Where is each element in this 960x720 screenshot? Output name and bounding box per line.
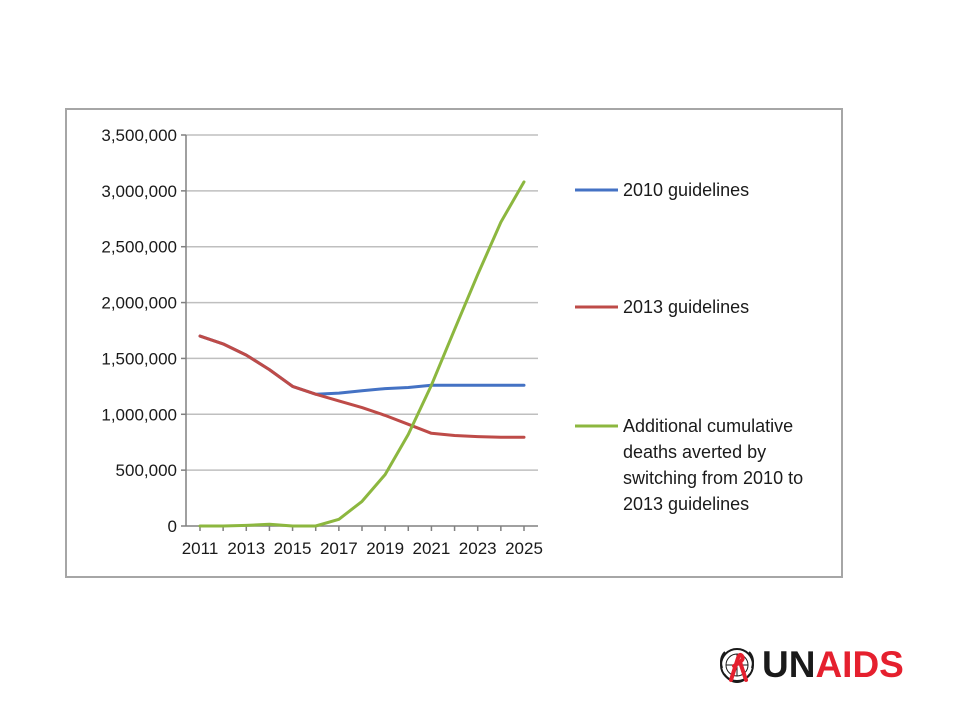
x-tick-label: 2019 — [366, 539, 404, 558]
gridlines — [186, 134, 538, 471]
series-line-1 — [198, 334, 526, 396]
y-tick-label: 1,500,000 — [101, 349, 177, 368]
legend-label-line: switching from 2010 to — [623, 468, 803, 488]
axes — [181, 134, 538, 531]
x-tick-label: 2025 — [505, 539, 543, 558]
legend-label-line: 2010 guidelines — [623, 180, 749, 200]
series-line-2 — [198, 334, 526, 439]
x-tick-label: 2011 — [182, 539, 219, 558]
logo-wordmark: UNAIDS — [762, 644, 904, 686]
y-tick-label: 0 — [168, 517, 177, 536]
legend-label-line: 2013 guidelines — [623, 494, 749, 514]
chart-frame: 0 500,000 1,000,000 1,500,000 2,000,000 2,500… — [65, 108, 843, 578]
line-chart: 0 500,000 1,000,000 1,500,000 2,000,000 2,500… — [101, 126, 803, 558]
unaids-logo: UNAIDS — [716, 644, 904, 686]
logo-un-text: UN — [762, 644, 816, 685]
series-line-3 — [198, 180, 526, 528]
x-axis-tick-labels: 2011 2013 2015 2017 2019 2021 2023 2025 — [182, 539, 543, 558]
y-tick-label: 2,500,000 — [101, 238, 177, 257]
legend-label-line: deaths averted by — [623, 442, 766, 462]
legend-label: 2010 guidelines — [623, 180, 749, 200]
x-tick-label: 2021 — [413, 539, 451, 558]
y-axis-tick-labels: 0 500,000 1,000,000 1,500,000 2,000,000 2,500… — [101, 126, 177, 536]
y-tick-label: 3,000,000 — [101, 182, 177, 201]
series-lines — [198, 180, 526, 528]
y-tick-label: 500,000 — [116, 461, 177, 480]
legend-label-line: 2013 guidelines — [623, 297, 749, 317]
un-emblem-red-ribbon-icon — [720, 648, 754, 684]
legend-label: Additional cumulative deaths averted by sw… — [623, 416, 803, 514]
y-tick-label: 2,000,000 — [101, 294, 177, 313]
x-tick-label: 2013 — [227, 539, 265, 558]
x-tick-label: 2015 — [274, 539, 312, 558]
legend-label-line: Additional cumulative — [623, 416, 793, 436]
y-tick-label: 1,000,000 — [101, 405, 177, 424]
logo-aids-text: AIDS — [815, 644, 904, 685]
x-tick-label: 2023 — [459, 539, 497, 558]
legend-label: 2013 guidelines — [623, 297, 749, 317]
x-tick-label: 2017 — [320, 539, 358, 558]
y-tick-label: 3,500,000 — [101, 126, 177, 145]
